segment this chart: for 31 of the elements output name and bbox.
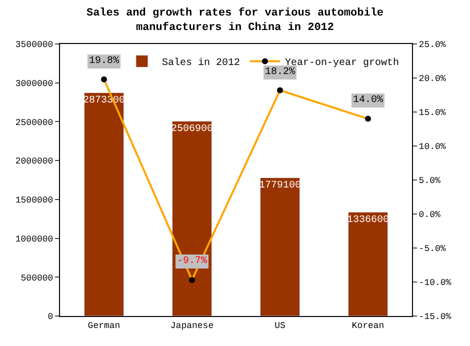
y2-tick-label: 15.0% [418,108,446,118]
y-tick-label: 500000 [20,273,54,284]
y2-tick-label: 5.0% [418,176,442,186]
y-tick-label: 1000000 [15,234,54,244]
x-tick-label: Japanese [170,320,214,331]
data-label: 18.2% [265,67,296,78]
x-tick-label: German [88,320,120,331]
x-tick-label: US [274,320,286,331]
bar [84,92,124,316]
y-tick-label: 3500000 [15,40,54,50]
y2-tick-label: 25.0% [418,40,446,50]
data-label: -9.7% [177,256,208,267]
bar [348,212,388,316]
legend-label: Sales in 2012 [162,57,240,70]
y-tick-label: 2000000 [15,156,54,167]
y2-tick-label: 20.0% [418,74,446,84]
y-tick-label: 2500000 [15,118,54,128]
y2-tick-label: -15.0% [418,312,452,322]
data-label: 19.8% [89,56,120,67]
y-tick-label: 3000000 [15,79,54,90]
y2-tick-label: -5.0% [418,244,446,254]
bar [172,120,212,316]
data-label: 14.0% [353,95,384,106]
x-tick-label: Korean [352,320,384,331]
y-tick-label: 0 [48,312,54,322]
chart-title: Sales and growth rates for various automobile manufacturers in China in 2012 [86,6,384,34]
y2-tick-label: 0.0% [418,210,442,220]
bar [260,177,300,316]
y2-tick-label: -10.0% [418,278,452,288]
y2-tick-label: 10.0% [418,142,446,152]
y-tick-label: 1500000 [15,196,54,206]
